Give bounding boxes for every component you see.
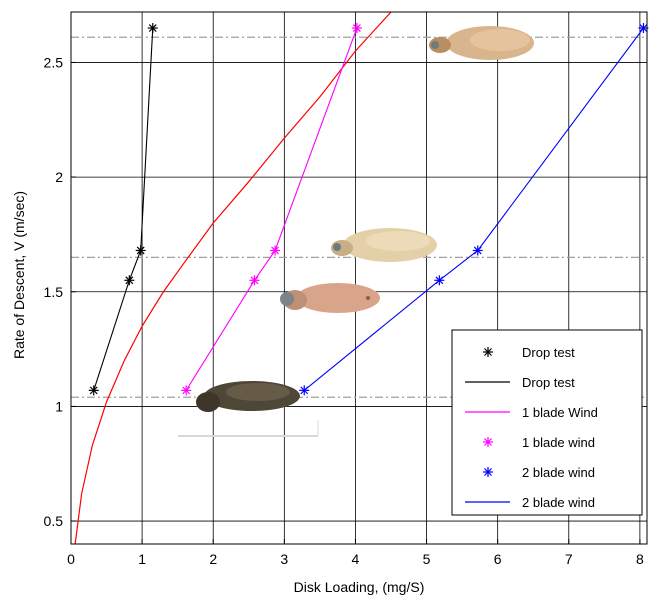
data-point xyxy=(351,23,362,34)
y-tick-label: 2 xyxy=(55,169,63,185)
legend-swatch-marker xyxy=(483,437,493,447)
fit-curve xyxy=(74,12,392,544)
seed-image-bottom xyxy=(178,381,319,437)
data-point xyxy=(270,245,281,256)
x-tick-label: 5 xyxy=(423,551,431,567)
marker-stroke xyxy=(271,246,280,255)
x-tick-label: 4 xyxy=(352,551,360,567)
x-tick-label: 6 xyxy=(494,551,502,567)
y-tick-label: 1 xyxy=(55,398,63,414)
data-point xyxy=(181,385,192,396)
data-point xyxy=(249,275,260,286)
x-tick-label: 3 xyxy=(280,551,288,567)
x-tick-label: 7 xyxy=(565,551,573,567)
y-tick-label: 0.5 xyxy=(44,513,64,529)
series-line-5 xyxy=(303,27,644,391)
marker-stroke xyxy=(484,348,492,356)
y-axis-label: Rate of Descent, V (m/sec) xyxy=(11,191,27,359)
x-tick-label: 2 xyxy=(209,551,217,567)
marker-stroke xyxy=(250,276,259,285)
legend-swatch-marker xyxy=(483,467,493,477)
seed-image-middle-lower xyxy=(280,283,380,313)
x-tick-label: 1 xyxy=(138,551,146,567)
series-layer xyxy=(88,23,649,396)
legend-label: Drop test xyxy=(522,375,575,390)
fit-curve-line xyxy=(74,12,392,544)
x-tick-label: 0 xyxy=(67,551,75,567)
marker-stroke xyxy=(484,468,492,476)
x-axis-label: Disk Loading, (mg/S) xyxy=(294,579,425,595)
series-line-1 xyxy=(93,28,154,391)
legend: Drop test Drop test 1 blade Wind 1 blade wi… xyxy=(451,329,643,516)
legend-label: Drop test xyxy=(522,345,575,360)
legend-box xyxy=(451,329,643,516)
legend-label: 1 blade Wind xyxy=(522,405,598,420)
marker-stroke xyxy=(182,386,191,395)
legend-label: 1 blade wind xyxy=(522,435,595,450)
axes-box xyxy=(70,11,648,545)
y-tick-label: 2.5 xyxy=(44,54,64,70)
marker-stroke xyxy=(484,438,492,446)
ticks: 0 1 2 3 4 5 6 7 8 0.5 1 1.5 2 2.5 xyxy=(44,54,644,567)
seed-image-top xyxy=(429,26,534,60)
y-tick-label: 1.5 xyxy=(44,284,64,300)
marker-stroke xyxy=(352,24,361,32)
series-line-2 xyxy=(185,27,358,391)
x-tick-label: 8 xyxy=(636,551,644,567)
seed-image-middle-upper xyxy=(331,228,437,262)
legend-label: 2 blade wind xyxy=(522,465,595,480)
legend-swatch-marker xyxy=(483,347,493,357)
legend-label: 2 blade wind xyxy=(522,495,595,510)
